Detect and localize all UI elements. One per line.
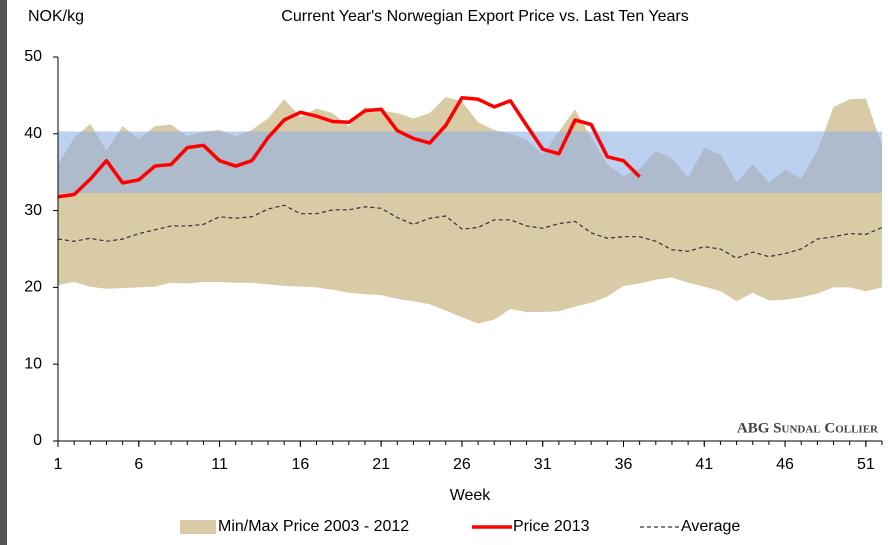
y-tick-label: 20 <box>24 279 42 296</box>
average-line <box>57 204 883 259</box>
y-tick-label: 50 <box>24 48 42 65</box>
x-tick-label: 16 <box>291 456 309 473</box>
chart-title: Current Year's Norwegian Export Price vs… <box>281 8 688 25</box>
legend-label: Min/Max Price 2003 - 2012 <box>218 518 409 535</box>
x-tick-label: 31 <box>534 456 552 473</box>
y-axis-label: NOK/kg <box>28 8 84 25</box>
x-tick-label: 26 <box>453 456 471 473</box>
frame-edge <box>0 0 7 545</box>
watermark: ABG Sundal Collier <box>737 420 879 436</box>
legend-label: Price 2013 <box>513 518 590 535</box>
x-tick-label: 51 <box>857 456 875 473</box>
highlight-band <box>58 131 882 193</box>
y-tick-label: 30 <box>24 202 42 219</box>
legend-swatch <box>180 520 216 534</box>
min-max-area <box>58 96 882 324</box>
x-tick-label: 1 <box>54 456 63 473</box>
x-tick-label: 46 <box>776 456 794 473</box>
x-tick-label: 36 <box>615 456 633 473</box>
price-line <box>57 95 641 199</box>
y-tick-label: 0 <box>33 432 42 449</box>
y-tick-label: 40 <box>24 125 42 142</box>
x-tick-label: 41 <box>695 456 713 473</box>
x-tick-label: 6 <box>134 456 143 473</box>
x-axis-label: Week <box>450 487 492 504</box>
x-tick-label: 11 <box>211 456 228 473</box>
legend-label: Average <box>681 518 740 535</box>
x-tick-label: 21 <box>372 456 390 473</box>
y-tick-label: 10 <box>24 355 42 372</box>
